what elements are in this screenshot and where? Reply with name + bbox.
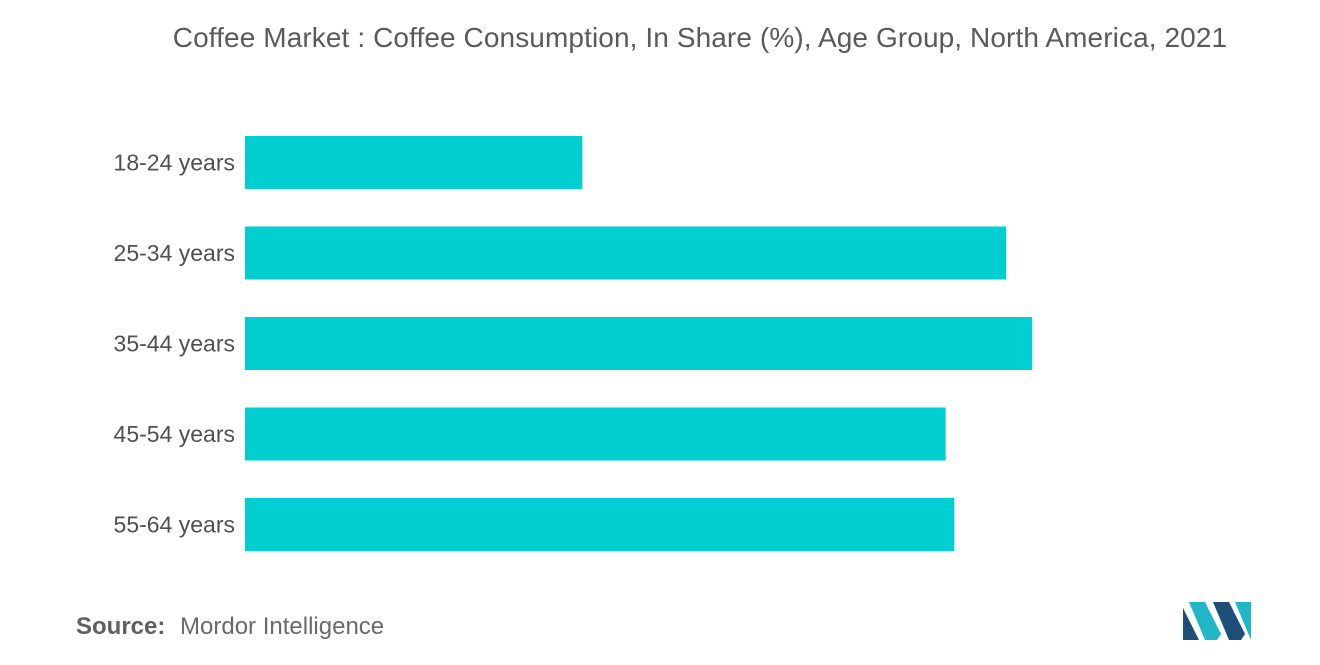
mordor-intelligence-logo-icon bbox=[1183, 602, 1251, 640]
bar-25-34-years bbox=[245, 226, 1007, 280]
bar-chart: 18-24 years 25-34 years 35-44 years 45-54 y… bbox=[114, 136, 1033, 551]
bar-45-54-years bbox=[245, 407, 946, 461]
category-label: 45-54 years bbox=[114, 421, 235, 447]
logo-mid-right-stroke bbox=[1213, 602, 1245, 640]
chart-title: Coffee Market : Coffee Consumption, In S… bbox=[172, 22, 1228, 53]
logo-mid-left-stroke bbox=[1189, 602, 1221, 640]
logo-right-stroke bbox=[1235, 602, 1251, 640]
category-label: 35-44 years bbox=[114, 331, 235, 357]
bar-18-24-years bbox=[245, 136, 583, 189]
source-text: Mordor Intelligence bbox=[180, 613, 385, 640]
logo-left-stroke bbox=[1183, 608, 1199, 640]
category-label: 25-34 years bbox=[114, 240, 235, 266]
bar-35-44-years bbox=[245, 317, 1033, 370]
source-label: Source: bbox=[76, 613, 166, 640]
category-label: 55-64 years bbox=[114, 512, 235, 538]
source-note: Source: Mordor Intelligence bbox=[76, 613, 384, 641]
category-label: 18-24 years bbox=[114, 150, 235, 176]
bars-group bbox=[245, 136, 1033, 551]
category-labels-group: 18-24 years 25-34 years 35-44 years 45-54 y… bbox=[114, 150, 235, 538]
bar-55-64-years bbox=[245, 498, 955, 551]
